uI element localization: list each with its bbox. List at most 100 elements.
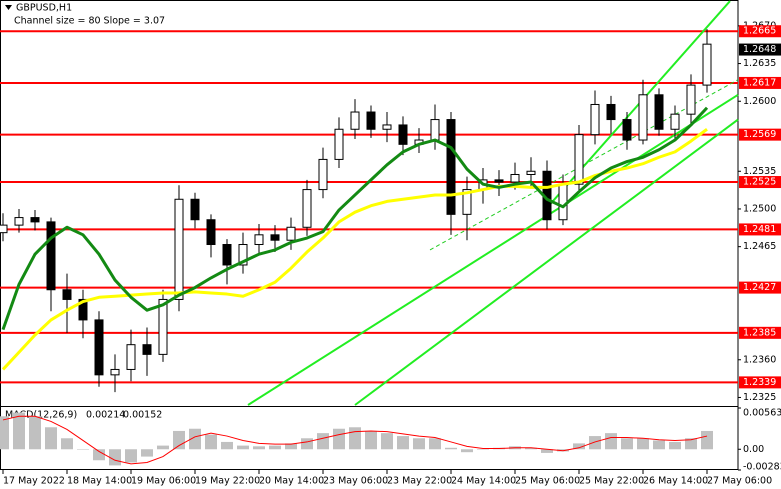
macd-bar xyxy=(621,438,633,450)
y-tick-label: 1.2465 xyxy=(743,241,776,252)
level-label-bg xyxy=(739,128,781,141)
level-label-bg xyxy=(739,223,781,236)
macd-bar xyxy=(301,438,313,450)
candle-body xyxy=(174,198,184,300)
candle-body xyxy=(590,103,600,136)
macd-bar xyxy=(45,427,57,450)
candle-body xyxy=(94,319,104,376)
macd-bar xyxy=(653,440,665,450)
macd-bar xyxy=(541,449,553,453)
macd-bar xyxy=(477,449,489,450)
macd-bar xyxy=(429,438,441,450)
candle-body xyxy=(334,128,344,160)
x-tick-label: 18 May 14:00 xyxy=(67,476,132,487)
macd-bar xyxy=(141,449,153,457)
candle-body xyxy=(158,298,168,355)
macd-bar xyxy=(685,438,697,450)
level-label-bg xyxy=(739,176,781,189)
candle-body xyxy=(526,170,536,175)
current-price-bg xyxy=(739,43,781,56)
candle-body xyxy=(670,113,680,130)
plot-frame xyxy=(0,0,739,470)
x-tick-label: 27 May 06:00 xyxy=(707,476,772,487)
channel-line xyxy=(429,79,739,251)
current-price-label: 1.2648 xyxy=(743,44,776,55)
moving-average xyxy=(1,128,708,371)
x-tick-label: 23 May 22:00 xyxy=(387,476,452,487)
x-tick-label: 19 May 06:00 xyxy=(131,476,196,487)
macd-bar xyxy=(77,449,89,450)
level-label: 1.2665 xyxy=(743,26,776,37)
candle-body xyxy=(318,158,328,191)
x-tick-label: 17 May 2022 xyxy=(3,476,65,487)
candle-body xyxy=(190,198,200,221)
x-tick-label: 19 May 22:00 xyxy=(195,476,260,487)
macd-bar xyxy=(109,449,121,466)
y-tick-label: 1.2535 xyxy=(743,166,776,177)
macd-bar xyxy=(317,433,329,450)
x-tick-label: 20 May 14:00 xyxy=(259,476,324,487)
candle-body xyxy=(270,234,280,241)
candle-body xyxy=(574,134,584,185)
x-tick-label: 24 May 14:00 xyxy=(451,476,516,487)
level-label: 1.2481 xyxy=(743,224,776,235)
candle-body xyxy=(494,179,504,183)
macd-bar xyxy=(637,438,649,450)
macd-bar xyxy=(669,441,681,450)
channel-line xyxy=(247,93,739,406)
level-label-bg xyxy=(739,376,781,389)
macd-bar xyxy=(13,412,25,450)
macd-main-value: 0.00214 xyxy=(86,410,125,421)
candle-body xyxy=(110,368,120,376)
level-label-bg xyxy=(739,326,781,339)
macd-bar xyxy=(205,434,217,450)
candle-body xyxy=(302,189,312,228)
candle-body xyxy=(14,217,24,226)
macd-bar xyxy=(461,449,473,453)
level-label-bg xyxy=(739,76,781,89)
macd-bar xyxy=(589,436,601,450)
candle-body xyxy=(462,189,472,215)
macd-y-tick-label: 0.00563 xyxy=(743,408,781,419)
candle-body xyxy=(254,234,264,246)
candle-body xyxy=(702,43,712,86)
y-tick-label: 1.2600 xyxy=(743,96,776,107)
candle-body xyxy=(62,289,72,300)
macd-bar xyxy=(365,430,377,450)
macd-title: MACD(12,26,9) xyxy=(5,410,77,421)
macd-bar xyxy=(0,416,9,450)
candle-body xyxy=(558,183,568,221)
x-tick-label: 26 May 14:00 xyxy=(643,476,708,487)
candle-body xyxy=(30,217,40,223)
macd-bar xyxy=(61,438,73,450)
macd-bar xyxy=(525,447,537,450)
candle-body xyxy=(446,119,456,215)
macd-bar xyxy=(157,445,169,450)
level-label: 1.2427 xyxy=(743,282,776,293)
candle-body xyxy=(366,111,376,130)
candle-body xyxy=(622,119,632,141)
macd-bar xyxy=(413,438,425,450)
candle-body xyxy=(206,219,216,246)
macd-bar xyxy=(253,446,265,450)
candle-body xyxy=(126,344,136,370)
candle-body xyxy=(238,244,248,266)
macd-bar xyxy=(605,433,617,450)
macd-bar xyxy=(349,427,361,450)
chart-title: GBPUSD,H1 xyxy=(16,3,72,14)
level-label: 1.2525 xyxy=(743,177,776,188)
symbol-arrow xyxy=(5,5,12,10)
candle-body xyxy=(430,119,440,141)
channel-line xyxy=(354,118,739,406)
macd-signal-value: 0.00152 xyxy=(123,410,162,421)
y-tick-label: 1.2325 xyxy=(743,392,776,403)
macd-bar xyxy=(93,449,105,461)
macd-signal xyxy=(2,415,708,465)
candle-body xyxy=(686,84,696,115)
level-label-bg xyxy=(739,25,781,38)
candle-body xyxy=(286,226,296,241)
candle-body xyxy=(606,103,616,121)
macd-bar xyxy=(573,443,585,450)
candle-body xyxy=(222,244,232,266)
